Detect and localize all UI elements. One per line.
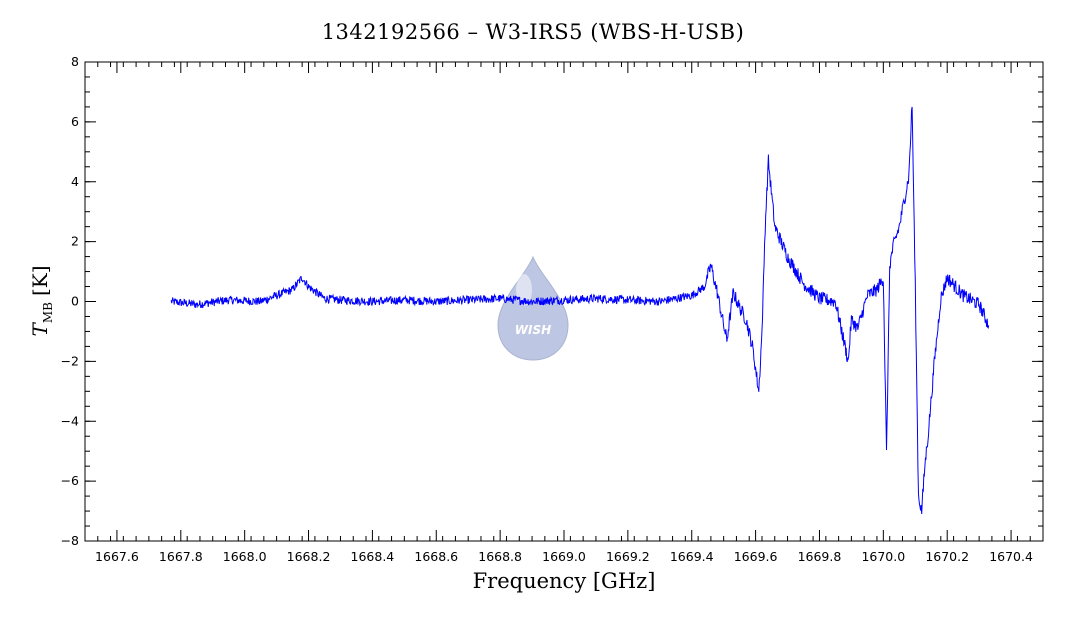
y-tick-label: −8 [61, 533, 79, 548]
y-tick-label: −6 [61, 473, 79, 488]
x-tick-label: 1668.0 [223, 549, 267, 564]
y-tick-label: 0 [71, 294, 79, 309]
x-tick-label: 1669.6 [734, 549, 778, 564]
y-tick-label: −2 [61, 353, 79, 368]
spectrum-line [170, 106, 990, 515]
x-tick-label: 1669.8 [798, 549, 842, 564]
x-tick-label: 1668.2 [287, 549, 331, 564]
y-axis-ticks: −8 −6 −4 −2 0 2 4 6 8 [61, 54, 1043, 548]
y-axis-label: TMB [K] [28, 266, 55, 337]
y-axis-subscript: MB [41, 302, 55, 323]
x-tick-label: 1670.2 [925, 549, 969, 564]
x-axis-label: Frequency [GHz] [473, 569, 656, 593]
x-tick-label: 1667.8 [159, 549, 203, 564]
series-layer [170, 106, 990, 515]
y-axis-unit: [K] [28, 266, 52, 297]
wish-logo: WISH [497, 255, 569, 361]
x-tick-label: 1668.4 [351, 549, 395, 564]
x-tick-label: 1669.0 [542, 549, 586, 564]
y-tick-label: 4 [71, 174, 79, 189]
y-tick-label: 8 [71, 54, 79, 69]
logo-text: WISH [515, 323, 551, 337]
y-tick-label: 6 [71, 114, 79, 129]
y-tick-label: −4 [61, 413, 79, 428]
chart-title: 1342192566 – W3-IRS5 (WBS-H-USB) [322, 20, 745, 44]
x-tick-label: 1668.6 [414, 549, 458, 564]
x-axis-ticks: 1667.6 1667.8 1668.0 1668.2 1668.4 1668.6 1668… [84, 62, 1044, 564]
x-tick-label: 1669.2 [606, 549, 650, 564]
x-tick-label: 1669.4 [670, 549, 714, 564]
x-tick-label: 1670.4 [989, 549, 1033, 564]
y-axis-symbol: T [28, 322, 52, 337]
x-tick-label: 1670.0 [861, 549, 905, 564]
x-tick-label: 1668.8 [478, 549, 522, 564]
logo-drop-icon [497, 255, 569, 361]
x-tick-label: 1667.6 [95, 549, 139, 564]
y-tick-label: 2 [71, 234, 79, 249]
